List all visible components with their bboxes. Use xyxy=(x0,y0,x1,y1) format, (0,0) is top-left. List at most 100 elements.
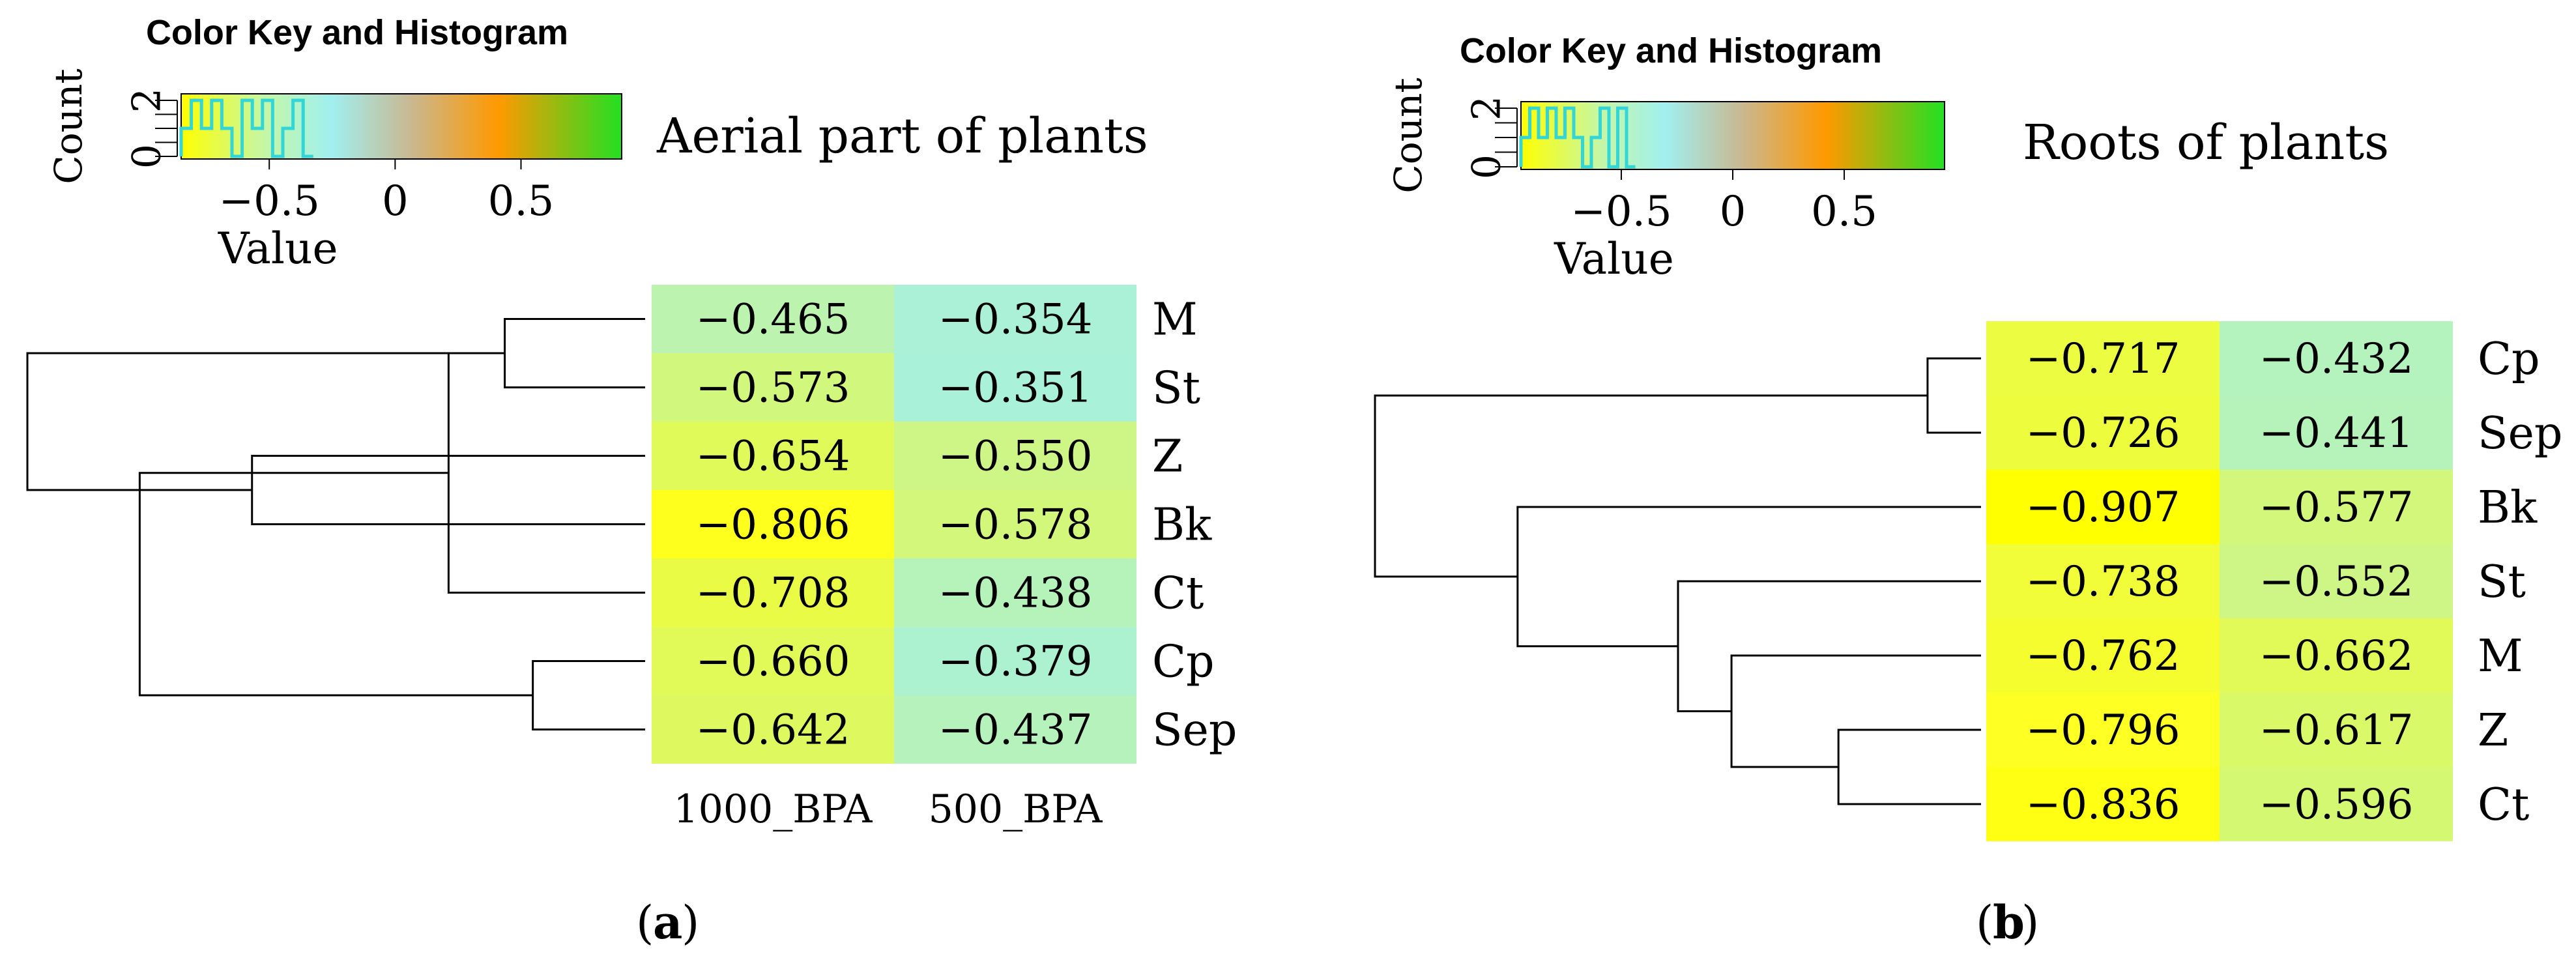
row-label: Sep xyxy=(1152,705,1237,757)
histogram-line xyxy=(1519,106,1636,169)
cell-value-label: −0.836 xyxy=(2026,781,2180,829)
dendrogram-branch xyxy=(1730,654,1981,768)
row-label: Z xyxy=(2478,705,2508,757)
cell-value-label: −0.465 xyxy=(696,296,850,344)
row-label: Bk xyxy=(1152,500,1212,551)
histogram-line xyxy=(179,98,313,158)
panel-label-open-paren: ( xyxy=(636,896,654,949)
heatmap-cell xyxy=(1986,396,2220,470)
cell-value-label: −0.432 xyxy=(2259,335,2414,383)
value-axis-label: Value xyxy=(1554,234,1674,284)
cell-value-label: −0.550 xyxy=(938,433,1093,481)
value-tick-label: 0 xyxy=(1720,188,1746,236)
row-label: Ct xyxy=(2478,779,2529,831)
heatmap-cell xyxy=(2220,470,2453,544)
dendrogram-branch xyxy=(138,472,533,697)
heatmap-cell xyxy=(894,695,1136,764)
cell-value-label: −0.660 xyxy=(696,638,850,686)
row-label: M xyxy=(2478,631,2523,682)
cell-value-label: −0.437 xyxy=(938,706,1093,755)
cell-value-label: −0.577 xyxy=(2259,484,2414,532)
count-tick-label: 2 xyxy=(1464,96,1510,121)
column-label: 500_BPA xyxy=(929,787,1103,832)
plot-title: Roots of plants xyxy=(2023,115,2389,171)
cell-value-label: −0.617 xyxy=(2259,706,2414,755)
count-tick-label: 0 xyxy=(124,144,170,169)
cell-value-label: −0.438 xyxy=(938,570,1093,618)
cell-value-label: −0.708 xyxy=(696,570,850,618)
row-label: Cp xyxy=(1152,637,1215,688)
color-key-bar xyxy=(1520,101,1945,170)
panel-a: Color Key and Histogram 0 2 Count −0.5 0 0.5 Va… xyxy=(26,13,1237,949)
heatmap-cell xyxy=(2220,396,2453,470)
cell-value-label: −0.441 xyxy=(2259,409,2414,457)
row-label: Z xyxy=(1152,431,1183,483)
heatmap-cell xyxy=(894,285,1136,353)
panel-label-close-paren: ) xyxy=(2021,896,2039,949)
cell-value-label: −0.907 xyxy=(2026,484,2180,532)
panel-label: b xyxy=(1993,895,2025,949)
cell-value-label: −0.762 xyxy=(2026,632,2180,680)
heatmap-cell xyxy=(652,558,894,627)
cell-value-label: −0.642 xyxy=(696,706,850,755)
panel-label-close-paren: ) xyxy=(682,896,699,949)
cell-value-label: −0.573 xyxy=(696,364,850,412)
dendrogram-branch xyxy=(26,352,505,491)
dendrogram-branch xyxy=(1374,394,1928,578)
panel-label-open-paren: ( xyxy=(1976,896,1993,949)
cell-value-label: −0.717 xyxy=(2026,335,2180,383)
heatmap-cell xyxy=(1986,470,2220,544)
heatmap-cell xyxy=(1986,321,2220,396)
heatmap-cell xyxy=(894,353,1136,422)
color-key-title: Color Key and Histogram xyxy=(146,13,568,52)
heatmap-cell xyxy=(1986,544,2220,618)
heatmap-cell xyxy=(652,285,894,353)
value-tick-label: 0.5 xyxy=(488,177,555,225)
dendrogram-branch xyxy=(1926,357,1981,434)
row-label: Sep xyxy=(2478,408,2562,459)
row-label: St xyxy=(1152,363,1200,414)
heatmap-cell xyxy=(1986,693,2220,767)
heatmap-cell xyxy=(1986,767,2220,841)
plot-title: Aerial part of plants xyxy=(656,108,1148,164)
heatmap-cell xyxy=(652,695,894,764)
cell-value-label: −0.552 xyxy=(2259,558,2414,606)
dendrogram-branch xyxy=(1677,580,1981,712)
row-label: Ct xyxy=(1152,568,1204,620)
color-key-bar xyxy=(181,93,622,160)
count-tick-label: 0 xyxy=(1464,154,1510,179)
heatmap-cell xyxy=(652,490,894,558)
heatmap-cell xyxy=(2220,767,2453,841)
heatmap-cell xyxy=(894,558,1136,627)
cell-value-label: −0.654 xyxy=(696,433,850,481)
row-label: M xyxy=(1152,295,1198,346)
heatmap-cell xyxy=(894,490,1136,558)
column-label: 1000_BPA xyxy=(674,787,873,832)
cell-value-label: −0.578 xyxy=(938,501,1093,549)
cell-value-label: −0.596 xyxy=(2259,781,2414,829)
value-tick-label: −0.5 xyxy=(218,177,319,225)
heatmap-cell xyxy=(2220,618,2453,693)
cell-value-label: −0.379 xyxy=(938,638,1093,686)
heatmap-cell xyxy=(2220,693,2453,767)
heatmap-cell xyxy=(894,422,1136,490)
cell-value-label: −0.351 xyxy=(938,364,1093,412)
value-tick-label: 0.5 xyxy=(1811,188,1877,236)
dendrogram-branch xyxy=(532,660,645,730)
panel-b: Color Key and Histogram 0 2 Count −0.5 0 0.5 Va… xyxy=(1374,31,2562,949)
cell-value-label: −0.726 xyxy=(2026,409,2180,457)
row-label: St xyxy=(2478,556,2526,608)
heatmap-cell xyxy=(1986,618,2220,693)
color-key-title: Color Key and Histogram xyxy=(1460,31,1882,70)
heatmap-cell xyxy=(894,627,1136,695)
cell-value-label: −0.354 xyxy=(938,296,1093,344)
row-label: Cp xyxy=(2478,334,2540,385)
heatmap-cell xyxy=(652,627,894,695)
value-tick-label: 0 xyxy=(382,177,409,225)
dendrogram-branch xyxy=(447,352,645,594)
dendrogram-branch xyxy=(504,318,645,388)
panel-label: a xyxy=(653,895,682,949)
cell-value-label: −0.806 xyxy=(696,501,850,549)
dendrogram-branch xyxy=(1837,729,1981,805)
